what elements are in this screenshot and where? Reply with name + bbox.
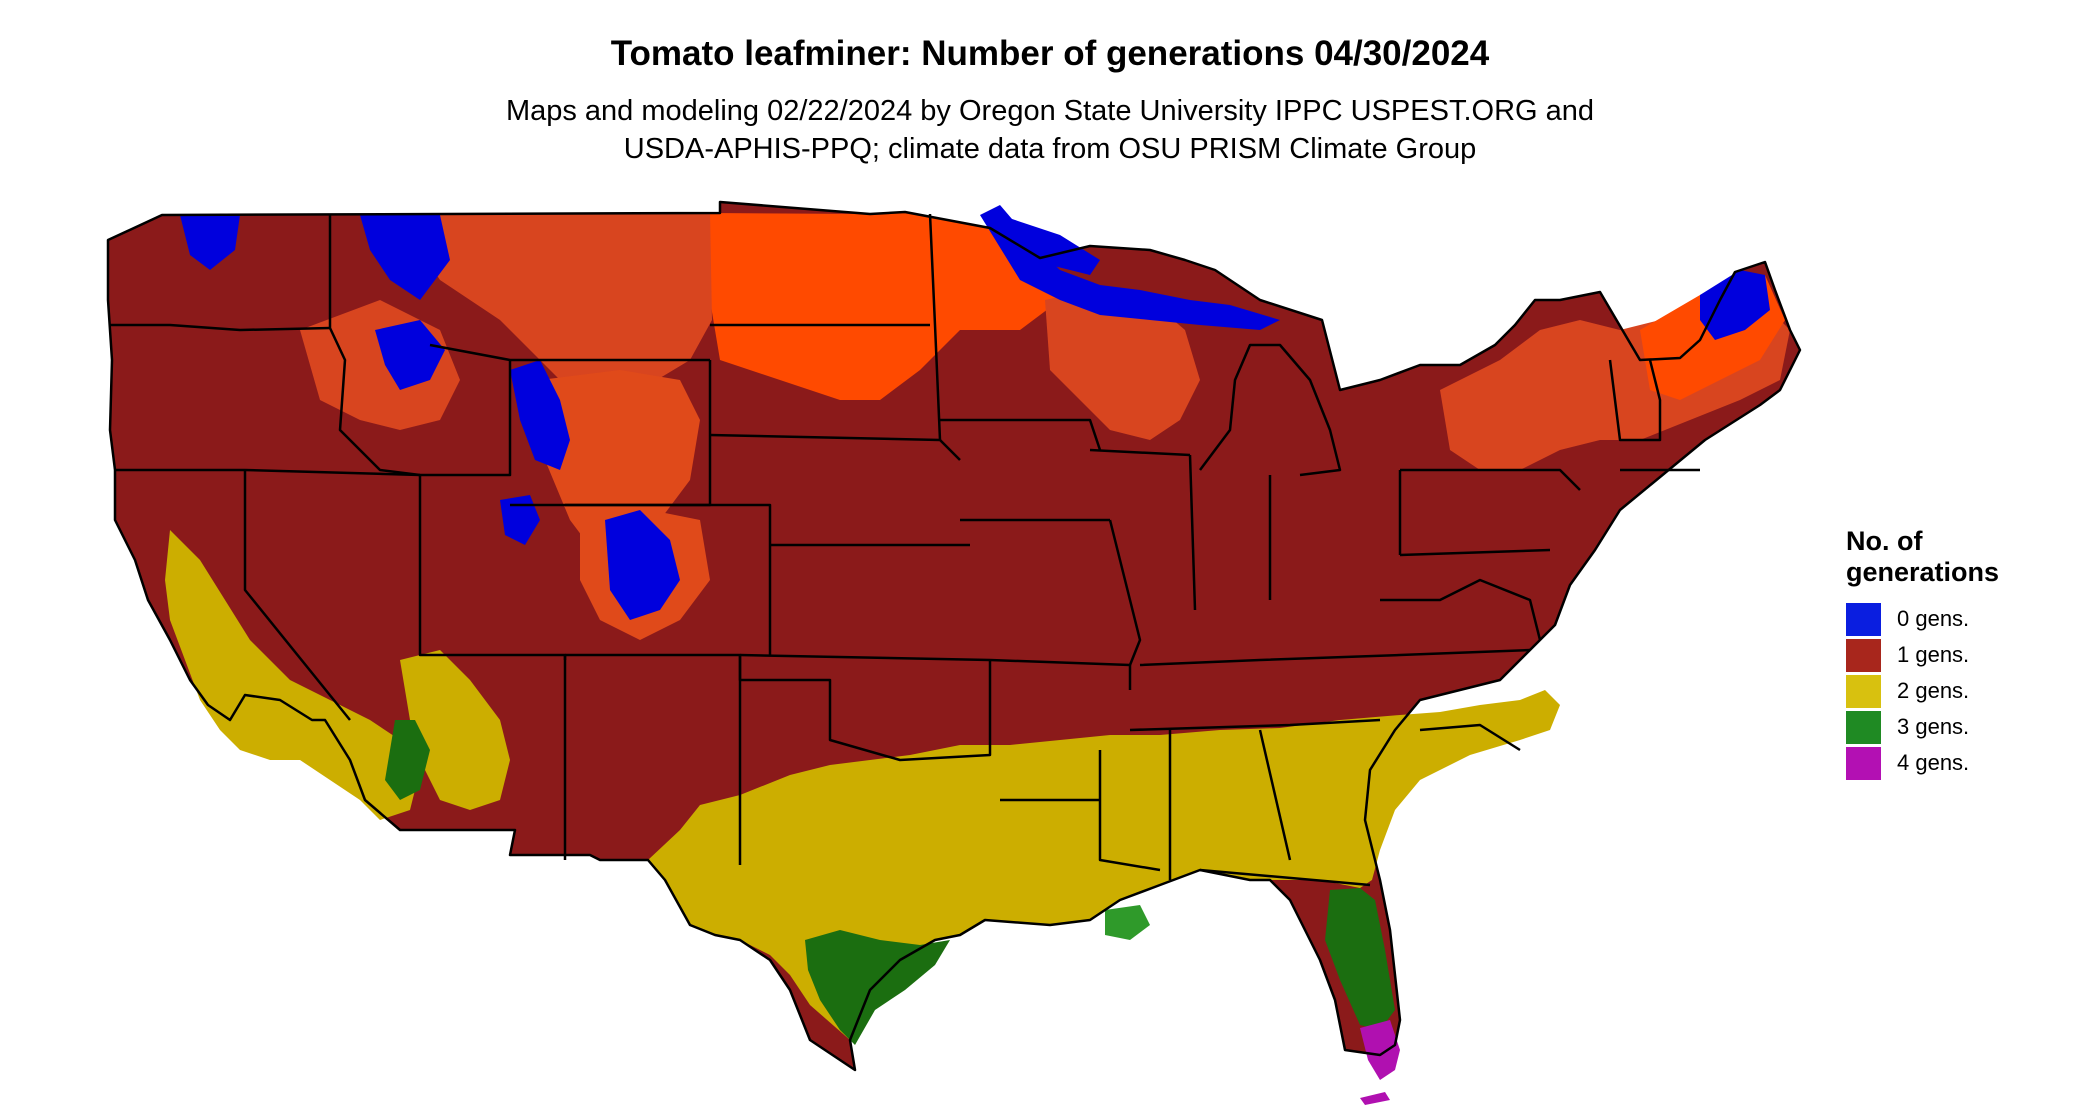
region-one-generation-great-lakes [1045, 290, 1200, 440]
legend-label-3: 3 gens. [1897, 714, 1970, 739]
legend-label-1: 1 gens. [1897, 642, 1970, 667]
national-outline [106, 200, 1802, 1072]
legend: No. of generations 0 gens. 1 gens. 2 gen… [1846, 526, 2076, 781]
legend-swatch-0 [1846, 602, 1881, 636]
boundary-mo-il [1108, 519, 1142, 666]
legend-swatch-4 [1846, 746, 1881, 780]
region-one-generation-montana [420, 213, 712, 400]
map-subtitle-line-1: Maps and modeling 02/22/2024 by Oregon S… [505, 95, 1595, 127]
boundary-ok-tx [738, 655, 992, 762]
region-three-generations-arizona [385, 720, 430, 800]
boundary-wv-va [1380, 578, 1542, 641]
boundary-nc-sc [1419, 723, 1521, 752]
legend-title: No. of generations [1846, 526, 2000, 587]
region-zero-generations-washington [180, 215, 240, 270]
legend-item-1: 1 gens. [1846, 637, 2076, 673]
map-subtitle-line-2: USDA-APHIS-PPQ; climate data from OSU PR… [623, 133, 1477, 165]
map-regions [108, 202, 1800, 1105]
boundary-dakotas-mn [928, 213, 942, 441]
region-two-generations-arizona [400, 650, 510, 810]
region-zero-generations-minnesota [1000, 215, 1100, 275]
legend-item-0: 0 gens. [1846, 601, 2076, 637]
legend-item-3: 3 gens. [1846, 709, 2076, 745]
map-title: Tomato leafminer: Number of generations … [610, 34, 1490, 73]
boundary-il-in [1188, 454, 1197, 611]
legend-item-2: 2 gens. [1846, 673, 2076, 709]
region-zero-generations-montana [360, 215, 450, 300]
legend-swatch-3 [1846, 710, 1881, 744]
region-zero-generations-utah [500, 495, 540, 545]
legend-label-2: 2 gens. [1897, 678, 1970, 703]
legend-swatch-1 [1846, 638, 1881, 672]
boundary-michigan [1199, 343, 1342, 477]
boundary-la-ms [1098, 750, 1161, 872]
boundary-ga-fl [1199, 868, 1371, 887]
region-zero-generations-idaho [375, 320, 445, 390]
region-three-generations-louisiana [1105, 905, 1150, 940]
boundary-id [328, 215, 512, 477]
region-four-generations-south-florida [1360, 1020, 1400, 1080]
region-zero-generations-wyoming [510, 360, 570, 470]
boundary-wa-or [110, 323, 331, 332]
boundary-ca-nv [243, 470, 351, 721]
legend-label-4: 4 gens. [1897, 750, 1970, 775]
boundary-new-england [1608, 359, 1700, 472]
region-zero-generations-colorado [605, 510, 680, 620]
region-two-generations-california [165, 530, 420, 820]
state-boundaries [106, 200, 1802, 1072]
boundary-mt-wy [429, 343, 710, 362]
boundary-ks-ok [739, 653, 991, 662]
region-zero-generations-lake-superior [980, 205, 1280, 330]
boundary-pa-south [1399, 548, 1551, 557]
boundary-pa-ny [1400, 468, 1581, 491]
legend-swatch-2 [1846, 674, 1881, 708]
region-four-generations-keys [1360, 1092, 1390, 1105]
region-three-generations-texas [805, 930, 950, 1045]
boundary-ky-tn [1139, 648, 1531, 667]
boundary-tn-ms-al-ga [1129, 718, 1381, 732]
legend-label-0: 0 gens. [1897, 606, 1970, 631]
boundary-mn-ia [940, 418, 1102, 451]
boundary-wi-il [1089, 448, 1191, 457]
region-one-generation-north-plains [710, 212, 1060, 400]
boundary-wy-co [565, 360, 712, 507]
legend-item-4: 4 gens. [1846, 745, 2076, 781]
boundary-al-ga [1258, 729, 1292, 861]
region-three-generations-florida [1325, 888, 1395, 1030]
region-zero-generations-maine [1700, 270, 1770, 340]
